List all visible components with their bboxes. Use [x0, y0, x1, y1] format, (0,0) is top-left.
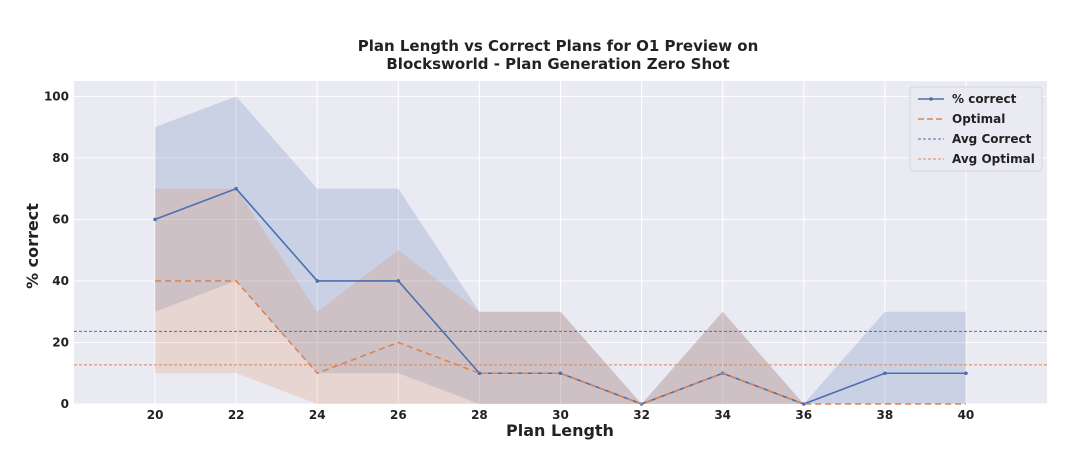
series-line-1 [155, 280, 966, 405]
legend-label: Optimal [952, 112, 1005, 126]
x-tick-label: 32 [633, 408, 650, 422]
x-tick-label: 40 [958, 408, 975, 422]
x-axis-label: Plan Length [506, 421, 614, 440]
y-tick-label: 100 [44, 89, 69, 103]
x-axis-ticks: 20 22 24 26 28 30 32 34 36 38 40 [147, 408, 975, 422]
x-tick-label: 30 [552, 408, 569, 422]
confidence-band-series-1 [155, 188, 966, 404]
legend-box [909, 86, 1043, 172]
y-tick-label: 60 [52, 212, 69, 226]
confidence-bands [155, 96, 966, 404]
reference-lines [74, 330, 1047, 366]
y-axis-ticks: 0 20 40 60 80 100 [44, 89, 69, 411]
y-tick-label: 80 [52, 151, 69, 165]
data-point [801, 402, 806, 406]
data-point [153, 217, 157, 222]
legend-label: Avg Optimal [952, 152, 1035, 166]
y-tick-label: 40 [52, 274, 69, 288]
x-tick-label: 24 [309, 408, 326, 422]
legend: % correct Optimal Avg Correct Avg Optimal [909, 86, 1043, 172]
legend-label: % correct [952, 92, 1017, 106]
legend-marker [929, 97, 933, 101]
x-tick-label: 20 [147, 408, 164, 422]
data-point [396, 279, 401, 283]
x-tick-label: 28 [471, 408, 488, 422]
data-point [315, 279, 320, 283]
chart-title-line-2: Blocksworld - Plan Generation Zero Shot [386, 55, 729, 73]
data-point [477, 371, 482, 376]
x-tick-label: 26 [390, 408, 407, 422]
x-tick-label: 22 [228, 408, 245, 422]
y-tick-label: 0 [61, 397, 69, 411]
y-axis-label: % correct [23, 203, 42, 289]
series-lines [153, 186, 968, 406]
x-tick-label: 34 [714, 408, 731, 422]
data-point [234, 186, 238, 191]
legend-label: Avg Correct [952, 132, 1032, 146]
confidence-band-series-0 [155, 96, 966, 404]
data-point [883, 371, 887, 376]
x-tick-label: 38 [876, 408, 893, 422]
data-point [558, 371, 563, 376]
x-tick-label: 36 [795, 408, 812, 422]
data-point [964, 371, 968, 376]
y-tick-label: 20 [52, 335, 69, 349]
chart-title-line-1: Plan Length vs Correct Plans for O1 Prev… [358, 37, 759, 55]
